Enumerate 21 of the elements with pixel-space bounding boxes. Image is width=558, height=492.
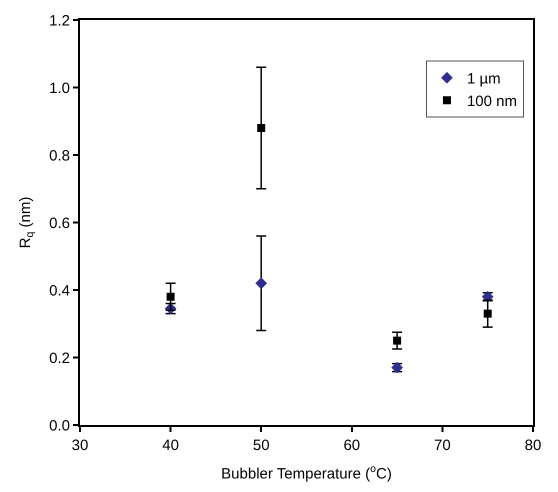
y-tick-label: 0.6 xyxy=(49,214,70,232)
point xyxy=(257,124,266,132)
x-tick-label: 40 xyxy=(162,437,179,454)
x-tick-label: 60 xyxy=(343,437,360,454)
point xyxy=(393,336,402,345)
legend-label: 100 nm xyxy=(466,93,517,110)
legend-label: 1 µm xyxy=(466,70,501,88)
x-tick-label: 80 xyxy=(524,437,542,454)
point xyxy=(484,310,492,318)
y-tick-label: 0.4 xyxy=(49,282,70,300)
x-tick-label: 30 xyxy=(72,437,88,454)
y-tick-label: 0.8 xyxy=(49,147,70,164)
y-tick-label: 0.0 xyxy=(49,417,70,434)
y-tick-label: 0.2 xyxy=(49,350,70,367)
x-tick-label: 50 xyxy=(252,437,270,454)
x-axis-title: Bubbler Temperature ($^{o}$C) xyxy=(221,463,392,482)
point xyxy=(166,292,175,301)
y-tick-label: 1.2 xyxy=(49,12,70,30)
point xyxy=(255,277,268,290)
y-tick-label: 1.0 xyxy=(49,80,70,97)
x-tick-label: 70 xyxy=(434,437,451,454)
